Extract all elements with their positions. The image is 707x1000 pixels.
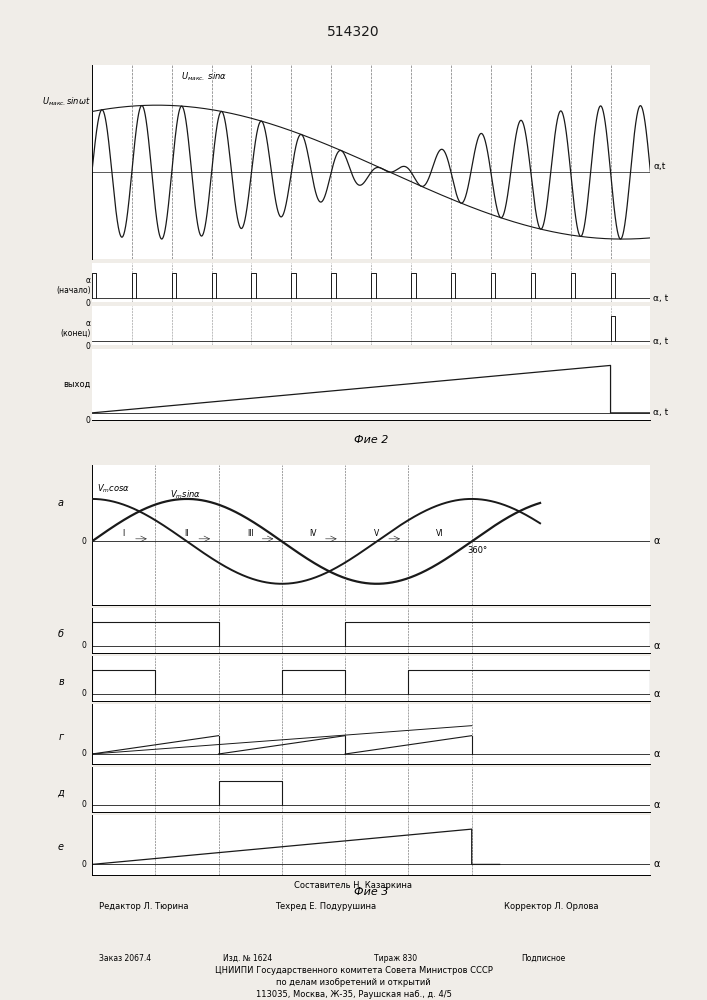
Text: Изд. № 1624: Изд. № 1624 [223,954,272,963]
Text: ЦНИИПИ Государственного комитета Совета Министров СССР: ЦНИИПИ Государственного комитета Совета … [214,966,493,975]
Text: α: α [653,749,660,759]
Text: α: α [653,689,660,699]
Text: α
(начало): α (начало) [56,276,90,295]
Text: VI: VI [436,529,444,538]
Text: г: г [59,732,64,742]
Text: Подписное: Подписное [521,954,566,963]
Text: 0: 0 [86,299,90,308]
Text: α,t: α,t [653,162,665,171]
Text: IV: IV [310,529,317,538]
Text: Тираж 830: Тираж 830 [375,954,417,963]
Text: 0: 0 [81,537,86,546]
Text: I: I [122,529,124,538]
Text: е: е [58,842,64,852]
Text: 0: 0 [81,800,86,809]
Text: б: б [58,629,64,639]
Text: 0: 0 [81,750,86,758]
Text: 360°: 360° [467,546,487,555]
Text: 514320: 514320 [327,25,380,39]
Text: а: а [58,498,64,508]
Text: Фие 2: Фие 2 [354,435,388,445]
Text: по делам изобретений и открытий: по делам изобретений и открытий [276,978,431,987]
Text: α, t: α, t [653,294,669,303]
Text: III: III [247,529,254,538]
Text: Составитель Н. Казаркина: Составитель Н. Казаркина [295,881,412,890]
Text: α: α [653,800,660,810]
Text: α
(конец): α (конец) [60,319,90,338]
Text: α, t: α, t [653,408,669,417]
Text: 0: 0 [81,689,86,698]
Text: Корректор Л. Орлова: Корректор Л. Орлова [504,902,599,911]
Text: выход: выход [64,380,90,389]
Text: Фие 3: Фие 3 [354,887,388,897]
Text: $U_{макс.}$ $sin\alpha$: $U_{макс.}$ $sin\alpha$ [181,71,228,83]
Text: 0: 0 [81,641,86,650]
Text: $U_{макс.}sin\omega t$: $U_{макс.}sin\omega t$ [42,96,90,108]
Text: α, t: α, t [653,337,669,346]
Text: 113035, Москва, Ж-35, Раушская наб., д. 4/5: 113035, Москва, Ж-35, Раушская наб., д. … [255,990,452,999]
Text: д: д [57,788,64,798]
Text: $V_m sin\alpha$: $V_m sin\alpha$ [170,488,201,501]
Text: V: V [374,529,380,538]
Text: 0: 0 [81,860,86,869]
Text: Техред Е. Подурушина: Техред Е. Подурушина [274,902,376,911]
Text: 0: 0 [86,416,90,425]
Text: 0: 0 [86,342,90,351]
Text: $V_m cos\alpha$: $V_m cos\alpha$ [98,482,131,495]
Text: в: в [58,677,64,687]
Text: α: α [653,859,660,869]
Text: Заказ 2067.4: Заказ 2067.4 [99,954,151,963]
Text: α: α [653,536,660,546]
Text: α: α [653,641,660,651]
Text: II: II [185,529,189,538]
Text: Редактор Л. Тюрина: Редактор Л. Тюрина [99,902,189,911]
